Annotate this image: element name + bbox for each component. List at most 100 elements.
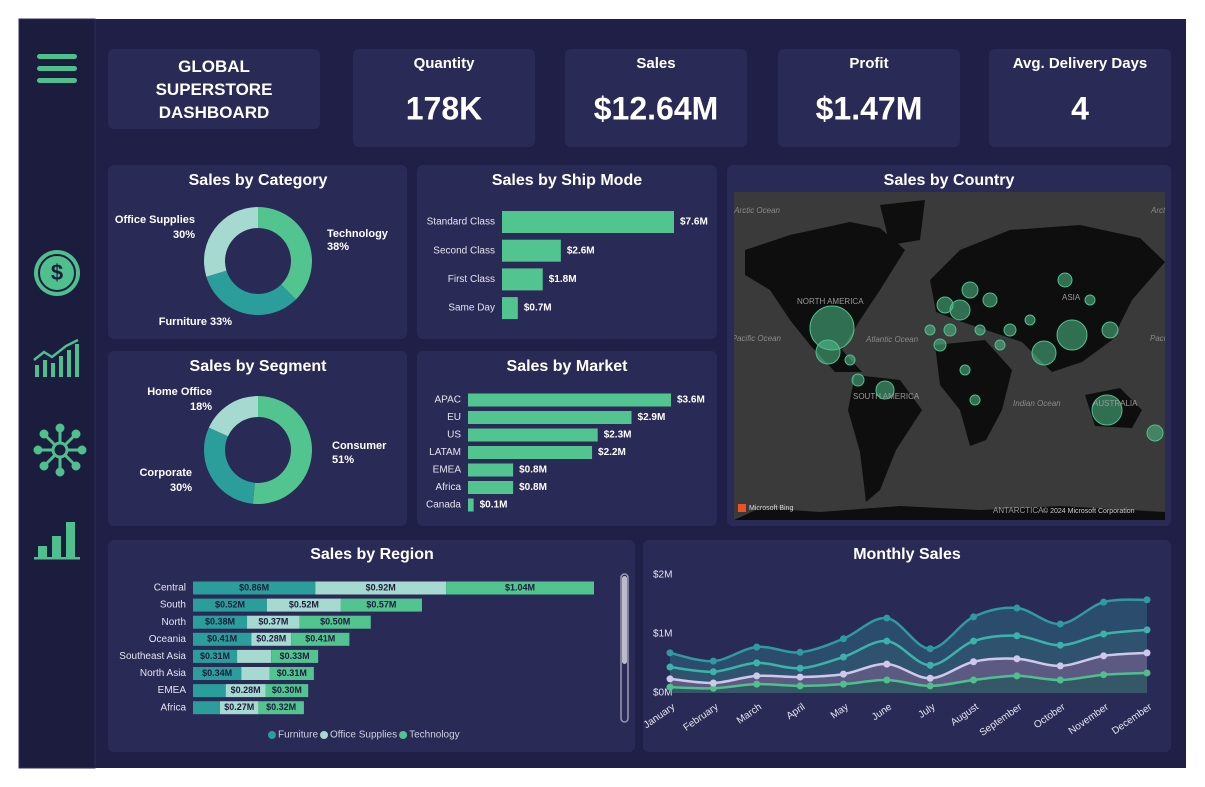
- value-label: $0.41M: [207, 634, 237, 644]
- value-label: $1.04M: [505, 582, 535, 592]
- point: [926, 661, 934, 669]
- donut-slice: [258, 207, 312, 300]
- bing-logo: [738, 504, 746, 512]
- value-label: $3.6M: [677, 395, 705, 406]
- legend-swatch: [399, 731, 408, 739]
- point: [709, 668, 717, 676]
- donut-slice: [203, 427, 255, 504]
- map[interactable]: Arctic Ocean Arctic Ocean Pacific Ocean …: [732, 192, 1200, 520]
- point: [753, 680, 761, 688]
- slice-value: 33%: [210, 316, 232, 328]
- area: [670, 629, 1147, 684]
- value-label: $0.27M: [224, 702, 254, 712]
- bar: [502, 268, 543, 291]
- value-label: $0.7M: [524, 303, 552, 314]
- point: [883, 637, 891, 645]
- value-label: $0.41M: [305, 634, 335, 644]
- point: [666, 683, 674, 691]
- point: [666, 663, 674, 671]
- scrollbar[interactable]: [620, 573, 629, 723]
- chart-title: Sales by Country: [884, 172, 1015, 189]
- value-label: $0.8M: [519, 465, 547, 476]
- point: [796, 664, 804, 672]
- point: [883, 614, 891, 622]
- bar-segment: [193, 581, 316, 595]
- category-label: US: [447, 430, 461, 441]
- sidebar: [18, 18, 96, 769]
- bar-segment: [241, 667, 270, 680]
- point: [970, 637, 978, 645]
- bar: [468, 481, 514, 494]
- bar-icon[interactable]: [34, 522, 80, 560]
- y-tick-label: $0M: [653, 688, 672, 699]
- menu-icon[interactable]: [37, 54, 77, 83]
- point: [839, 680, 847, 688]
- map-label: NORTH AMERICA: [797, 297, 864, 306]
- bar-segment: [193, 684, 226, 698]
- point: [753, 659, 761, 667]
- bar: [468, 446, 593, 459]
- bar-segment: [193, 649, 238, 663]
- bar-segment: [299, 615, 371, 629]
- legend-label: Technology: [409, 730, 460, 741]
- line: [669, 628, 1148, 674]
- point: [1056, 641, 1064, 649]
- bar: [468, 463, 514, 477]
- value-label: $0.1M: [480, 500, 508, 511]
- map-label: Arctic Ocean: [733, 206, 780, 215]
- category-label: EMEA: [158, 685, 187, 696]
- value-label: $0.57M: [366, 599, 396, 609]
- scrollbar-thumb[interactable]: [622, 576, 627, 664]
- kpi-label: Avg. Delivery Days: [1013, 55, 1148, 72]
- dashboard-title: GLOBAL SUPERSTORE DASHBOARD: [155, 56, 273, 122]
- value-label: $2.6M: [567, 245, 595, 256]
- legend-label: Furniture: [278, 730, 318, 741]
- category-label: Same Day: [448, 303, 495, 314]
- chart-title: Sales by Market: [507, 358, 629, 375]
- line: [669, 651, 1148, 685]
- map-label: Indian Ocean: [1013, 399, 1061, 408]
- point: [1100, 652, 1108, 660]
- point: [796, 673, 804, 681]
- value-label: $0.30M: [272, 685, 302, 695]
- point: [709, 679, 717, 687]
- trend-icon[interactable]: [33, 338, 79, 377]
- bar: [468, 498, 474, 512]
- network-icon[interactable]: [33, 423, 87, 477]
- category-label: North Asia: [140, 668, 187, 679]
- bar: [502, 239, 561, 262]
- map-label: SOUTH AMERICA: [853, 392, 920, 401]
- category-label: Southeast Asia: [119, 651, 186, 662]
- category-label: EU: [447, 412, 461, 423]
- chart-title: Monthly Sales: [853, 546, 961, 563]
- point: [1056, 662, 1064, 670]
- category-label: Africa: [435, 482, 461, 493]
- bar: [468, 393, 671, 407]
- point: [1013, 655, 1021, 663]
- map-label: ANTARCTICA: [993, 506, 1044, 515]
- bar-segment: [315, 581, 447, 595]
- kpi-label: Sales: [636, 55, 675, 72]
- value-label: $0.52M: [215, 599, 245, 609]
- point: [839, 670, 847, 678]
- bar-segment: [247, 615, 300, 629]
- chart-title: Sales by Segment: [190, 358, 328, 375]
- map-label: ASIA: [1062, 293, 1081, 302]
- slice-value: 18%: [190, 401, 212, 413]
- donut-slice: [208, 396, 258, 437]
- map-label: AUSTRALIA: [1093, 399, 1138, 408]
- point: [883, 676, 891, 684]
- slice-value: 30%: [170, 482, 192, 494]
- bar: [502, 211, 674, 233]
- category-label: Standard Class: [427, 217, 495, 228]
- kpi-label: Profit: [849, 55, 888, 72]
- sales-icon[interactable]: $: [34, 250, 80, 296]
- slice-label: Home Office: [147, 386, 212, 398]
- category-label: North: [162, 617, 186, 628]
- bar-segment: [258, 701, 304, 715]
- point: [1143, 669, 1151, 677]
- line: [669, 671, 1148, 690]
- value-label: $0.31M: [200, 651, 230, 661]
